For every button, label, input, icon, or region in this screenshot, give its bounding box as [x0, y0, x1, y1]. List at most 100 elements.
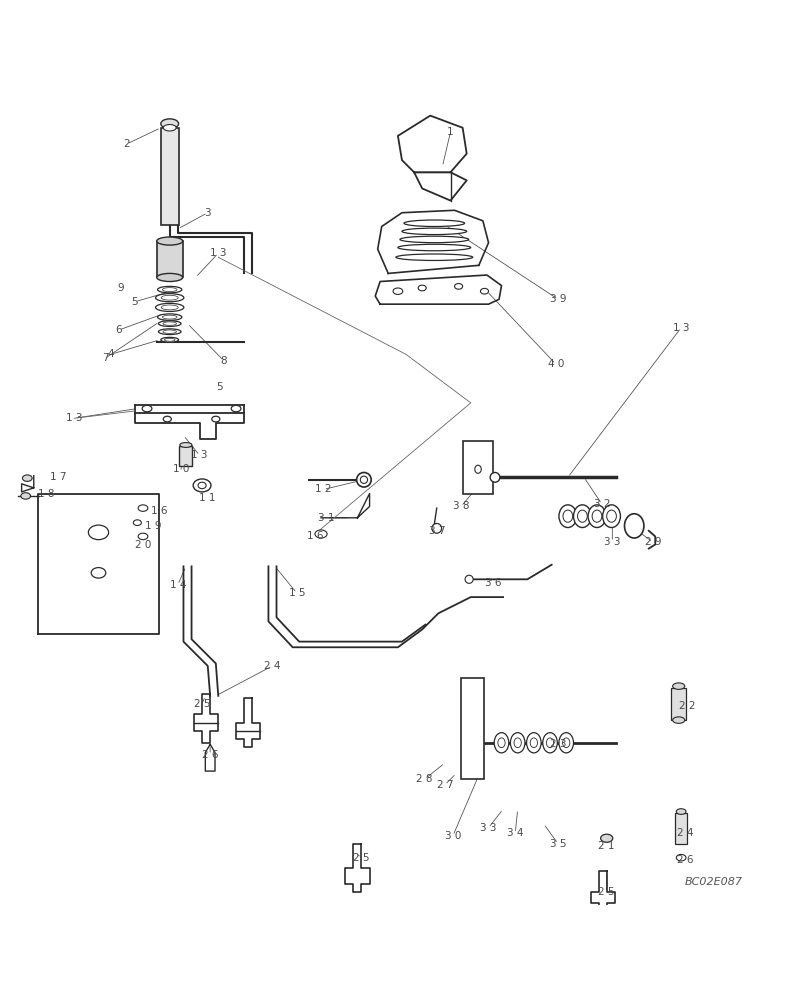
Text: 8: 8 — [221, 356, 227, 366]
Text: 1 0: 1 0 — [173, 464, 189, 474]
Text: BC02E087: BC02E087 — [684, 877, 741, 887]
Text: 1 3: 1 3 — [66, 413, 83, 423]
Ellipse shape — [676, 854, 685, 861]
Text: 2 5: 2 5 — [353, 853, 369, 863]
Ellipse shape — [91, 568, 105, 578]
Text: 1 2: 1 2 — [315, 484, 332, 494]
Ellipse shape — [193, 479, 211, 492]
Bar — [462, 441, 493, 494]
Ellipse shape — [602, 505, 620, 528]
Ellipse shape — [133, 520, 141, 525]
Text: 1 5: 1 5 — [288, 588, 305, 598]
Text: 3 6: 3 6 — [484, 578, 501, 588]
Text: 3 2: 3 2 — [593, 499, 609, 509]
Text: 2 9: 2 9 — [644, 537, 660, 547]
Ellipse shape — [156, 303, 183, 311]
Text: 3 1: 3 1 — [318, 513, 334, 523]
Ellipse shape — [418, 285, 426, 291]
Text: 2 6: 2 6 — [676, 855, 693, 865]
Ellipse shape — [164, 338, 175, 341]
Text: 2 5: 2 5 — [194, 699, 210, 709]
Text: 5: 5 — [217, 382, 223, 392]
Text: 5: 5 — [131, 297, 138, 307]
Ellipse shape — [510, 733, 524, 753]
Ellipse shape — [157, 314, 182, 320]
Text: 1 8: 1 8 — [37, 489, 54, 499]
Ellipse shape — [88, 525, 109, 540]
Ellipse shape — [157, 273, 182, 282]
Ellipse shape — [562, 738, 569, 748]
Text: 2 5: 2 5 — [598, 887, 614, 897]
Text: 3 7: 3 7 — [428, 526, 444, 536]
Ellipse shape — [212, 416, 220, 422]
Ellipse shape — [587, 505, 605, 528]
Ellipse shape — [138, 533, 148, 540]
Ellipse shape — [494, 733, 508, 753]
Ellipse shape — [157, 237, 182, 245]
Ellipse shape — [161, 119, 178, 129]
Ellipse shape — [558, 733, 573, 753]
Text: 1 7: 1 7 — [49, 472, 67, 482]
Text: 4 0: 4 0 — [547, 359, 563, 369]
Ellipse shape — [591, 510, 601, 522]
Ellipse shape — [562, 510, 572, 522]
Ellipse shape — [431, 523, 441, 533]
Ellipse shape — [360, 476, 367, 483]
Ellipse shape — [161, 337, 178, 342]
Ellipse shape — [401, 228, 466, 235]
Ellipse shape — [23, 475, 32, 481]
Text: 1 9: 1 9 — [145, 521, 161, 531]
Ellipse shape — [179, 443, 191, 447]
Ellipse shape — [393, 288, 402, 294]
Text: 2: 2 — [123, 139, 130, 149]
Ellipse shape — [138, 505, 148, 511]
Text: 4: 4 — [107, 349, 114, 359]
Text: 1 3: 1 3 — [672, 323, 689, 333]
Text: 2 4: 2 4 — [676, 828, 693, 838]
Bar — [461, 678, 483, 779]
Text: 1 3: 1 3 — [191, 450, 208, 460]
Ellipse shape — [530, 738, 537, 748]
Text: 3 5: 3 5 — [549, 839, 566, 849]
Text: 9: 9 — [118, 283, 124, 293]
Ellipse shape — [497, 738, 504, 748]
Ellipse shape — [163, 322, 176, 325]
Text: 6: 6 — [115, 325, 122, 335]
Ellipse shape — [163, 125, 176, 131]
Ellipse shape — [513, 738, 521, 748]
Ellipse shape — [161, 305, 178, 310]
Text: 3: 3 — [204, 208, 211, 218]
Ellipse shape — [142, 405, 152, 412]
Ellipse shape — [573, 505, 590, 528]
Bar — [157, 241, 182, 277]
Text: 2 7: 2 7 — [436, 780, 453, 790]
Text: 2 2: 2 2 — [679, 701, 695, 711]
Ellipse shape — [480, 288, 488, 294]
Ellipse shape — [672, 683, 684, 689]
Text: 3 9: 3 9 — [549, 294, 566, 304]
Text: 7: 7 — [101, 353, 108, 363]
Ellipse shape — [454, 284, 462, 289]
Bar — [671, 688, 685, 720]
Ellipse shape — [400, 236, 468, 243]
Ellipse shape — [158, 329, 181, 335]
Ellipse shape — [198, 482, 206, 489]
Text: 2 4: 2 4 — [264, 661, 281, 671]
Text: 1 4: 1 4 — [169, 580, 186, 590]
Ellipse shape — [161, 295, 178, 300]
Ellipse shape — [356, 472, 371, 487]
Text: 3 3: 3 3 — [479, 823, 496, 833]
Ellipse shape — [163, 330, 176, 333]
Ellipse shape — [396, 254, 472, 260]
Ellipse shape — [21, 493, 31, 499]
Ellipse shape — [526, 733, 540, 753]
Ellipse shape — [465, 575, 473, 583]
Ellipse shape — [231, 405, 241, 412]
Ellipse shape — [156, 294, 183, 302]
Text: 2 6: 2 6 — [202, 750, 218, 760]
Ellipse shape — [157, 286, 182, 293]
Text: 2 1: 2 1 — [598, 841, 614, 851]
Ellipse shape — [624, 514, 643, 538]
Bar — [161, 128, 178, 225]
Text: 3 8: 3 8 — [453, 501, 469, 511]
